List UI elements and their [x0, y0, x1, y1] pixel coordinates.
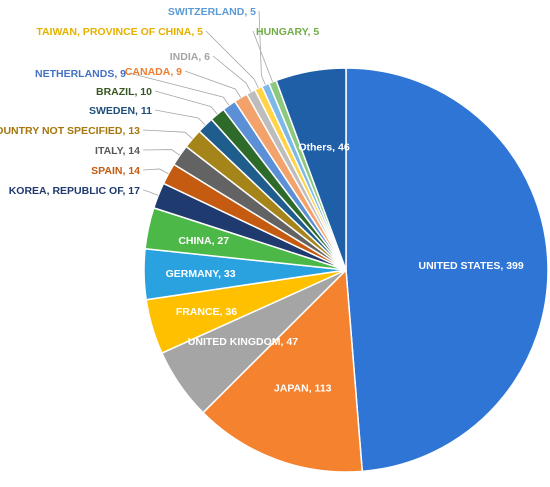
slice-label-india: INDIA, 6 — [170, 51, 210, 63]
slice-label-switzerland: SWITZERLAND, 5 — [168, 6, 256, 18]
slice-label-china: CHINA, 27 — [178, 235, 229, 247]
slice-label-taiwan-province-of-china: TAIWAN, PROVINCE OF CHINA, 5 — [36, 26, 203, 38]
slice-label-brazil: BRAZIL, 10 — [96, 86, 152, 98]
slice-label-germany: GERMANY, 33 — [166, 268, 236, 280]
pie-slices — [143, 67, 549, 473]
leader-line — [252, 30, 273, 82]
slice-label-spain: SPAIN, 14 — [91, 165, 140, 177]
leader-line — [128, 72, 230, 106]
slice-label-italy: ITALY, 14 — [95, 145, 140, 157]
slice-label-canada: CANADA, 9 — [125, 66, 182, 78]
leader-line — [212, 55, 252, 93]
leader-line — [142, 168, 169, 175]
leader-line — [184, 70, 242, 98]
pie-slice-united-states — [345, 67, 549, 473]
leader-line — [142, 149, 180, 156]
leader-line — [142, 189, 159, 196]
pie-labels: UNITED STATES, 399 JAPAN, 113 UNITED KINGD… — [0, 6, 524, 395]
leader-line — [154, 109, 206, 126]
pie-slice-japan — [201, 268, 364, 473]
leader-line — [154, 90, 218, 115]
slice-label-country-not-specified: COUNTRY NOT SPECIFIED, 13 — [0, 125, 140, 137]
leader-line — [205, 30, 259, 89]
leader-line — [142, 129, 193, 139]
slice-label-sweden: SWEDEN, 11 — [89, 105, 152, 117]
slice-label-japan: JAPAN, 113 — [274, 383, 332, 395]
pie-leader-lines — [128, 10, 273, 196]
slice-label-france: FRANCE, 36 — [176, 306, 237, 318]
slice-label-korea-republic-of: KOREA, REPUBLIC OF, 17 — [9, 185, 140, 197]
slice-label-hungary: HUNGARY, 5 — [256, 26, 319, 38]
slice-label-others: Others, 46 — [298, 142, 350, 154]
leader-line — [258, 10, 266, 85]
pie-slice-others — [275, 67, 347, 271]
slice-label-netherlands: NETHERLANDS, 9 — [35, 68, 126, 80]
slice-label-united-kingdom: UNITED KINGDOM, 47 — [188, 336, 298, 348]
slice-label-united-states: UNITED STATES, 399 — [419, 260, 524, 272]
